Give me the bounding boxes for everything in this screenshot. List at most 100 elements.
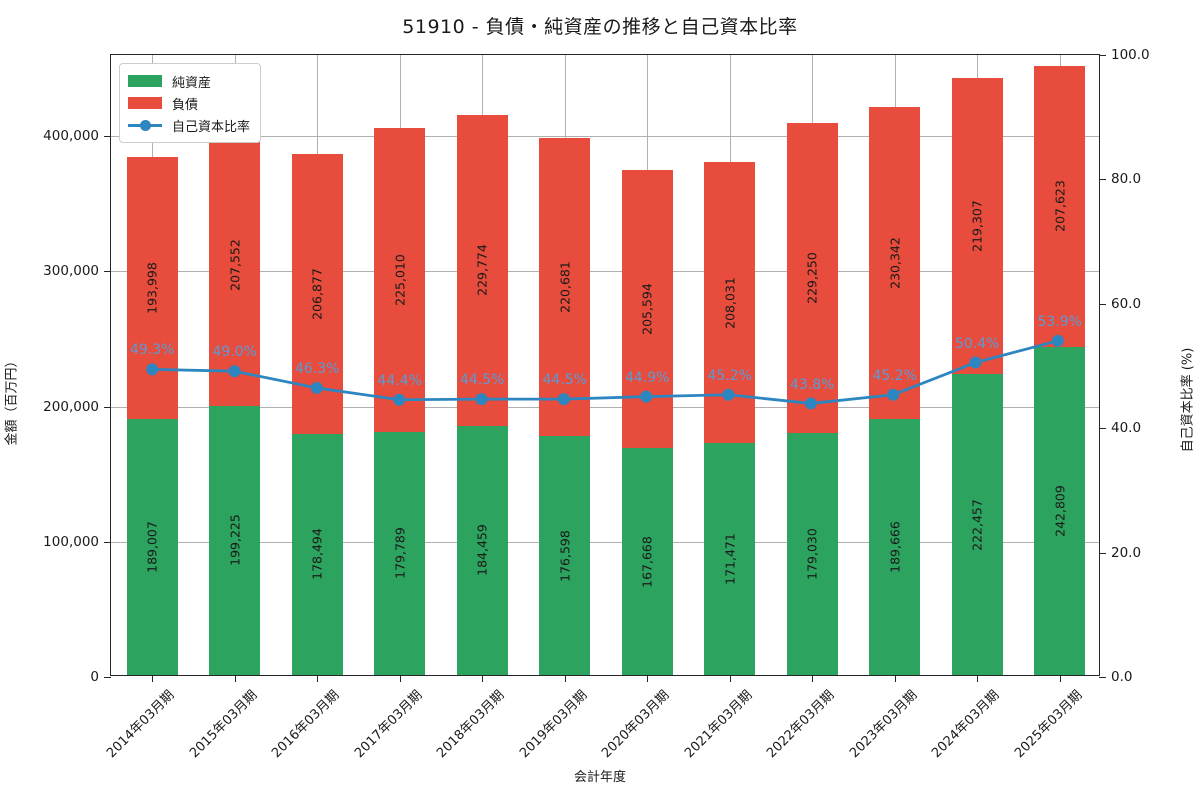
y-axis-right-tick-label: 60.0 [1111, 295, 1142, 312]
y-axis-right-tick-label: 0.0 [1111, 669, 1133, 685]
bar-segment-liability[interactable]: 193,998 [126, 157, 178, 420]
bar-segment-liability[interactable]: 219,307 [951, 77, 1003, 375]
gridline-horizontal [111, 136, 1099, 138]
x-axis-tick-label: 2020年03月期 [599, 687, 673, 762]
legend-item[interactable]: 自己資本比率 [128, 114, 250, 136]
legend-line-marker-icon [128, 119, 162, 131]
x-axis-tick [482, 675, 484, 682]
legend-item[interactable]: 負債 [128, 92, 250, 114]
plot-inner: 0 100,000 200,000 300,000 400,000 0.0 20.0 40.… [43, 47, 1149, 761]
plot-area: 0 100,000 200,000 300,000 400,000 0.0 20.0 40.… [43, 47, 1149, 761]
bar-segment-equity[interactable]: 184,459 [456, 425, 508, 675]
bar-value-label: 207,552 [227, 239, 243, 292]
bar-value-label: 178,494 [309, 528, 325, 581]
bar-group[interactable]: 178,494 206,877 [291, 153, 343, 675]
y-axis-right-tick [1099, 179, 1106, 181]
bar-group[interactable]: 189,007 193,998 [126, 157, 178, 675]
bar-group[interactable]: 171,471 208,031 [704, 161, 756, 675]
bar-segment-equity[interactable]: 167,668 [621, 448, 673, 675]
x-axis-label: 会計年度 [573, 770, 626, 785]
bar-value-label: 184,459 [474, 524, 490, 577]
x-axis-tick [152, 675, 154, 682]
bar-segment-equity[interactable]: 178,494 [291, 433, 343, 675]
bar-value-label: 179,789 [392, 527, 408, 580]
y-axis-right-tick [1099, 303, 1106, 305]
legend-item-label: 純資産 [172, 75, 212, 91]
bar-value-label: 167,668 [639, 535, 655, 588]
x-axis-tick-label: 2018年03月期 [434, 687, 508, 762]
bar-group[interactable]: 199,225 207,552 [209, 124, 261, 675]
x-axis-tick [399, 675, 401, 682]
page-title: 51910 - 負債・純資産の推移と自己資本比率 [402, 16, 798, 38]
x-axis-tick [729, 675, 731, 682]
bar-segment-equity[interactable]: 189,007 [126, 419, 178, 675]
ratio-value-label: 44.9% [625, 369, 670, 386]
bar-segment-liability[interactable]: 207,552 [209, 124, 261, 406]
x-axis-tick-label: 2017年03月期 [351, 687, 426, 762]
y-axis-left-tick-label: 400,000 [43, 128, 99, 145]
y-axis-right-tick [1099, 428, 1106, 430]
bar-group[interactable]: 242,809 207,623 [1034, 65, 1086, 675]
bar-segment-equity[interactable]: 242,809 [1034, 346, 1086, 675]
y-axis-right-tick-label: 20.0 [1111, 544, 1142, 561]
y-axis-left-tick-label: 200,000 [43, 398, 99, 415]
bar-segment-equity[interactable]: 171,471 [704, 443, 756, 675]
ratio-value-label: 45.2% [707, 367, 752, 384]
gridline-horizontal [111, 541, 1099, 543]
x-axis-tick [564, 675, 566, 682]
legend-color-swatch-icon [128, 75, 162, 87]
bar-segment-equity[interactable]: 179,030 [786, 432, 838, 675]
x-axis-tick [812, 675, 814, 682]
x-axis-tick-label: 2024年03月期 [929, 687, 1003, 762]
bar-value-label: 199,225 [227, 514, 243, 567]
x-axis-tick-label: 2022年03月期 [764, 687, 838, 762]
y-axis-right-tick-label: 100.0 [1111, 47, 1150, 63]
bar-segment-liability[interactable]: 220,681 [539, 137, 591, 437]
bar-value-label: 205,594 [639, 283, 655, 336]
bar-value-label: 189,666 [887, 520, 903, 573]
bar-segment-liability[interactable]: 205,594 [621, 170, 673, 449]
bar-value-label: 176,598 [557, 529, 573, 582]
bar-group[interactable]: 189,666 230,342 [869, 107, 921, 675]
x-axis-tick [977, 675, 979, 682]
bar-group[interactable]: 179,789 225,010 [374, 127, 426, 675]
bar-value-label: 242,809 [1052, 484, 1068, 537]
bar-value-label: 206,877 [309, 267, 325, 320]
bar-value-label: 189,007 [144, 521, 160, 574]
bar-value-label: 219,307 [969, 200, 985, 252]
bar-segment-equity[interactable]: 222,457 [951, 374, 1003, 675]
x-axis-tick [1059, 675, 1061, 682]
bar-group[interactable]: 176,598 220,681 [539, 137, 591, 675]
y-axis-right-label: 自己資本比率 (%) [1180, 347, 1196, 453]
ratio-line-path [150, 339, 1060, 405]
bar-segment-liability[interactable]: 208,031 [704, 161, 756, 444]
y-axis-right-tick [1099, 677, 1106, 678]
ratio-value-label: 50.4% [955, 335, 1000, 352]
bar-value-label: 193,998 [144, 262, 160, 315]
bar-group[interactable]: 179,030 229,250 [786, 122, 838, 675]
bar-value-label: 230,342 [887, 236, 903, 289]
legend-item-label: 負債 [172, 97, 199, 113]
bar-group[interactable]: 167,668 205,594 [621, 170, 673, 675]
ratio-value-label: 53.9% [1037, 313, 1082, 330]
legend-item-label: 自己資本比率 [172, 119, 251, 135]
bar-group[interactable]: 184,459 229,774 [456, 114, 508, 675]
y-axis-left-tick [104, 136, 111, 138]
bar-segment-equity[interactable]: 189,666 [869, 418, 921, 675]
bar-segment-equity[interactable]: 179,789 [374, 431, 426, 675]
bar-segment-liability[interactable]: 206,877 [291, 153, 343, 434]
bar-group[interactable]: 222,457 219,307 [951, 77, 1003, 675]
bar-segment-equity[interactable]: 199,225 [209, 405, 261, 675]
bar-segment-liability[interactable]: 207,623 [1034, 65, 1086, 347]
ratio-value-label: 44.4% [377, 372, 422, 389]
x-axis-tick-label: 2015年03月期 [186, 687, 261, 762]
bar-segment-equity[interactable]: 176,598 [539, 436, 591, 675]
y-axis-right-tick [1099, 552, 1106, 554]
legend-item[interactable]: 純資産 [128, 70, 250, 92]
ratio-value-label: 44.5% [460, 372, 505, 389]
ratio-value-label: 45.2% [872, 367, 917, 384]
ratio-value-label: 49.0% [212, 344, 257, 361]
x-axis-tick [317, 675, 319, 682]
x-axis-tick-label: 2014年03月期 [104, 687, 178, 762]
